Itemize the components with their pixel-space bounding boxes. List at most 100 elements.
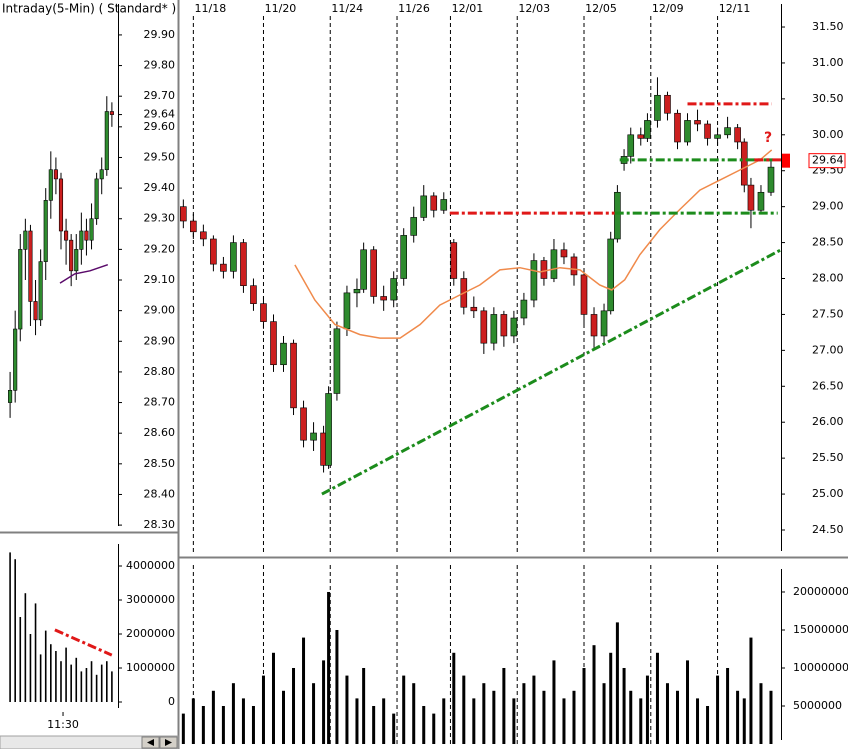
candle-body [607,238,615,312]
volume-bar [629,690,633,744]
volume-bar [592,645,596,744]
volume-bar [442,698,446,744]
last-price-box [782,153,790,168]
candle-body [210,238,217,265]
y-tick-label: 29.40 [144,181,176,194]
volume-bar [392,713,396,744]
candle-body [58,178,64,232]
volume-bar [675,690,679,744]
volume-bar [572,690,576,744]
y-tick-label: 29.60 [144,120,176,133]
candle-body [74,249,79,272]
volume-bar [9,552,11,703]
y-tick-label: 29.90 [144,28,176,41]
volume-bar [542,690,546,744]
candle-body [300,407,307,441]
candle-body [89,218,94,241]
y-tick-label: 26.00 [812,415,844,428]
candle-body [104,111,109,171]
volume-bar [452,652,456,744]
candle-body [600,310,608,337]
volume-bar [742,698,746,744]
volume-bar [432,713,436,744]
candle-body [500,314,508,337]
volume-bar [372,705,376,744]
volume-bar [201,705,205,744]
candle-body [190,220,197,233]
y-tick-label: 20000000 [793,585,848,598]
candle-body [724,127,731,136]
volume-bar [492,690,496,744]
y-tick-label: 29.00 [812,200,844,213]
volume-bar [100,664,103,703]
volume-bar [312,683,316,744]
volume-bar [412,683,416,744]
x-tick-label: 12/03 [518,2,550,15]
volume-bar [221,705,225,744]
volume-bar [14,559,16,703]
volume-bar [75,657,78,703]
y-tick-label: 28.60 [144,426,176,439]
y-tick-label: 28.00 [812,272,844,285]
volume-bar [282,690,286,744]
candle-body [450,242,458,279]
volume-bar [271,652,275,744]
volume-bar [322,660,326,744]
volume-bar [29,634,32,703]
y-tick-label: 5000000 [793,699,842,712]
y-tick-label: 29.70 [144,89,176,102]
candle-body [757,191,765,211]
volume-bar [292,667,296,744]
candle-body [590,314,598,337]
candle-body [410,217,418,236]
y-tick-label: 4000000 [126,559,175,572]
candle-body [180,206,187,222]
volume-bar [24,593,27,703]
candle-body [13,328,18,391]
volume-bar [716,675,720,744]
candle-body [390,278,397,301]
candle-body [714,134,721,139]
x-tick-label: 12/11 [719,2,751,15]
volume-bar [402,675,406,744]
candle-body [684,120,691,143]
y-tick-label: 28.40 [144,487,176,500]
y-tick-label: 26.50 [812,379,844,392]
candle-body [540,260,548,279]
volume-bar [582,667,586,744]
candle-body [470,306,478,312]
volume-bar [191,698,195,744]
volume-bar [60,661,62,703]
candle-body [580,274,588,315]
volume-bar [552,660,556,744]
x-tick-label: 12/05 [585,2,617,15]
volume-bar [522,683,526,744]
candle-body [767,166,775,193]
candle-body [360,249,367,290]
candle-body [260,303,267,322]
volume-bar [472,698,476,744]
volume-bar [665,683,669,744]
candle-body [570,256,578,276]
x-tick-label: 12/01 [452,2,484,15]
volume-bar [85,668,88,703]
y-tick-label: 28.50 [144,457,176,470]
volume-bar [382,698,386,744]
volume-bar [482,683,486,744]
candle-body [94,178,99,220]
candle-body [480,310,488,344]
y-tick-label: 28.80 [144,365,176,378]
candle-body [530,260,538,301]
candle-body [79,230,84,250]
candle-body [520,299,528,319]
candle-body [33,301,38,321]
y-tick-label: 1000000 [126,661,175,674]
volume-bar [639,698,643,744]
volume-bar [34,603,37,703]
volume-bar [512,698,516,744]
volume-bar [19,617,22,703]
candle-body [664,94,671,114]
candle-body [325,393,332,466]
candle-body [704,123,711,139]
